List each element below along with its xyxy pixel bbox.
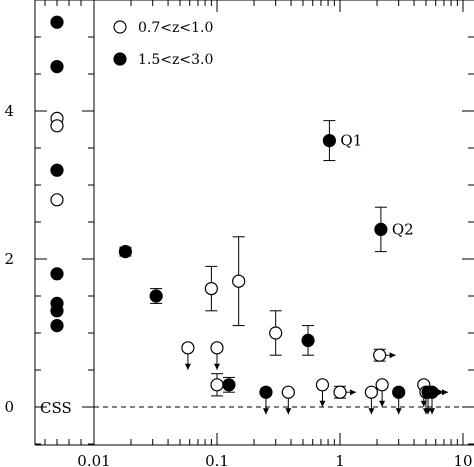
legend-label-open: 0.7<z<1.0 — [138, 20, 213, 36]
filled-point — [322, 134, 336, 148]
open-point — [204, 282, 218, 296]
filled-point — [149, 289, 163, 303]
open-point — [210, 341, 224, 355]
css-filled-point — [50, 59, 64, 74]
open-point — [210, 378, 224, 392]
open-point — [333, 385, 347, 399]
upper-limit-arrowhead — [319, 400, 326, 407]
filled-point — [259, 385, 273, 399]
y-tick-label: 0 — [4, 398, 14, 416]
axis-ticks: 0.01 0.1 1 10 0 2 4 — [4, 0, 474, 467]
point-label: Q2 — [392, 220, 414, 238]
open-point — [364, 385, 378, 399]
open-point — [281, 385, 295, 399]
upper-limit-arrowhead — [262, 408, 269, 415]
lower-limit-arrowhead — [350, 389, 356, 396]
css-filled-point — [50, 15, 64, 29]
upper-limit-arrowhead — [395, 408, 402, 415]
y-tick-label: 4 — [4, 102, 14, 120]
x-tick-label: 1 — [335, 452, 345, 467]
filled-point — [118, 245, 132, 259]
upper-limit-arrowhead — [379, 400, 386, 407]
y-tick-label: 2 — [4, 250, 14, 268]
point-label: Q1 — [340, 132, 362, 150]
open-point — [315, 378, 330, 392]
upper-limit-arrowhead — [214, 363, 220, 370]
open-point — [181, 341, 195, 355]
upper-limit-arrowhead — [420, 400, 427, 407]
css-filled-point — [50, 267, 64, 281]
open-point — [269, 326, 283, 340]
lower-limit-arrowhead — [442, 389, 449, 396]
css-filled-point — [50, 319, 64, 333]
css-label: CSS — [40, 399, 72, 417]
filled-point — [222, 378, 236, 392]
filled-point — [301, 333, 315, 347]
legend-filled-circle-marker — [113, 52, 127, 66]
upper-limit-arrowhead — [184, 363, 191, 370]
upper-limit-arrowhead — [368, 408, 375, 415]
legend-label-filled: 1.5<z<3.0 — [138, 52, 213, 68]
open-point — [375, 378, 389, 392]
x-tick-label: 10 — [453, 452, 472, 467]
upper-limit-arrowhead — [285, 408, 292, 415]
upper-limit-arrowhead — [425, 408, 432, 415]
css-filled-point — [50, 304, 64, 318]
css-filled-point — [50, 163, 64, 177]
open-point — [373, 348, 387, 362]
filled-point — [374, 222, 388, 236]
filled-point — [392, 385, 406, 399]
legend-open-circle-marker — [113, 20, 127, 34]
x-tick-label: 0.01 — [77, 452, 110, 467]
lower-limit-arrowhead — [389, 352, 396, 359]
filled-point — [425, 385, 439, 399]
x-tick-label: 0.1 — [205, 452, 229, 467]
open-point — [232, 274, 246, 288]
upper-limit-arrowhead — [429, 408, 436, 415]
css-open-point — [50, 193, 64, 207]
legend: 0.7<z<1.0 1.5<z<3.0 — [113, 20, 213, 68]
data-marks: Q1 Q2 — [50, 15, 449, 415]
css-open-point — [50, 119, 64, 133]
